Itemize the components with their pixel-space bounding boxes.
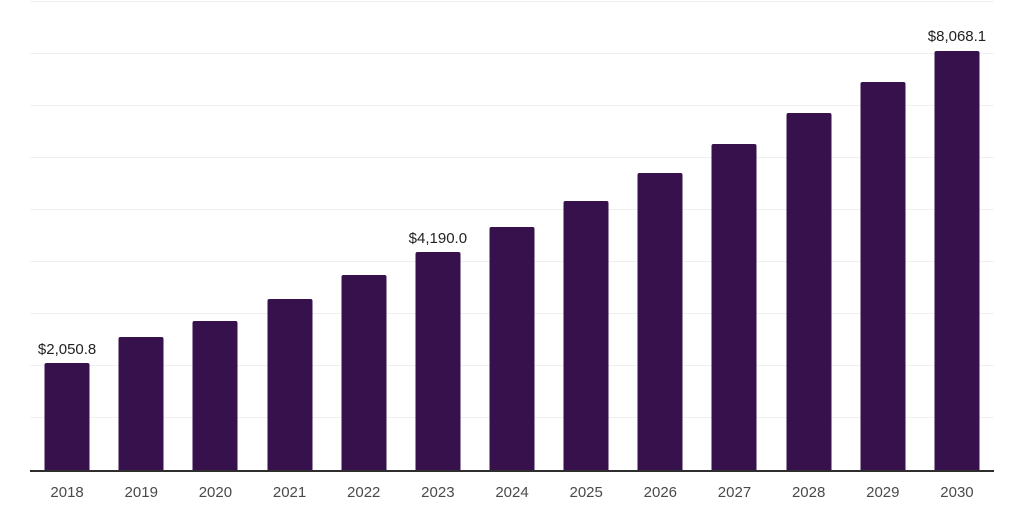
bars-container: $2,050.8 $4,190.0 $8,068.1 (30, 2, 994, 470)
bar-2024 (489, 227, 535, 470)
plot-area: $2,050.8 $4,190.0 $8,068.1 (30, 1, 994, 472)
bar-value-label-2030: $8,068.1 (927, 28, 987, 46)
x-tick-label-2030: 2030 (940, 484, 974, 501)
x-tick-label-2024: 2024 (495, 484, 529, 501)
bar-value-label-2018: $2,050.8 (37, 341, 97, 359)
bar-column-2029 (846, 2, 920, 470)
bar-2022 (341, 275, 387, 470)
x-tick-label-2022: 2022 (347, 484, 381, 501)
x-tick-label-2021: 2021 (272, 484, 307, 501)
bar-2027 (711, 144, 757, 470)
bar-column-2022 (327, 2, 401, 470)
bar-2029 (860, 82, 906, 470)
gridline (30, 105, 994, 106)
bar-column-2027 (697, 2, 771, 470)
gridline (30, 53, 994, 54)
bar-2021 (267, 298, 313, 470)
bar-column-2021 (252, 2, 326, 470)
bar-column-2023: $4,190.0 (401, 2, 475, 470)
gridline (30, 209, 994, 210)
bar-column-2030: $8,068.1 (920, 2, 994, 470)
x-tick-label-2028: 2028 (791, 484, 826, 501)
bar-column-2019 (104, 2, 178, 470)
bar-2028 (786, 113, 832, 470)
gridline (30, 157, 994, 158)
x-tick-label-2026: 2026 (643, 484, 678, 501)
bar-2023 (415, 252, 461, 470)
bar-column-2025 (549, 2, 623, 470)
x-tick-label-2018: 2018 (50, 484, 84, 501)
bar-2026 (637, 173, 683, 470)
bar-2025 (563, 201, 609, 470)
x-axis-line (30, 470, 994, 472)
x-tick-label-2020: 2020 (198, 484, 233, 501)
x-tick-label-2025: 2025 (569, 484, 603, 501)
x-tick-label-2023: 2023 (421, 484, 455, 501)
x-axis-tick-labels: 2018 2019 2020 2021 2022 2023 2024 2025 2026 2027… (30, 478, 994, 508)
bar-2030 (934, 50, 980, 470)
x-tick-label-2019: 2019 (124, 484, 158, 501)
bar-2019 (118, 336, 164, 470)
bar-2020 (192, 320, 238, 470)
x-tick-label-2029: 2029 (866, 484, 900, 501)
bar-column-2018: $2,050.8 (30, 2, 104, 470)
x-tick-label-2027: 2027 (717, 484, 752, 501)
bar-column-2024 (475, 2, 549, 470)
bar-column-2028 (772, 2, 846, 470)
bar-2018 (44, 363, 90, 470)
gridline (30, 1, 994, 2)
bar-column-2026 (623, 2, 697, 470)
bar-value-label-2023: $4,190.0 (408, 230, 468, 248)
bar-column-2020 (178, 2, 252, 470)
